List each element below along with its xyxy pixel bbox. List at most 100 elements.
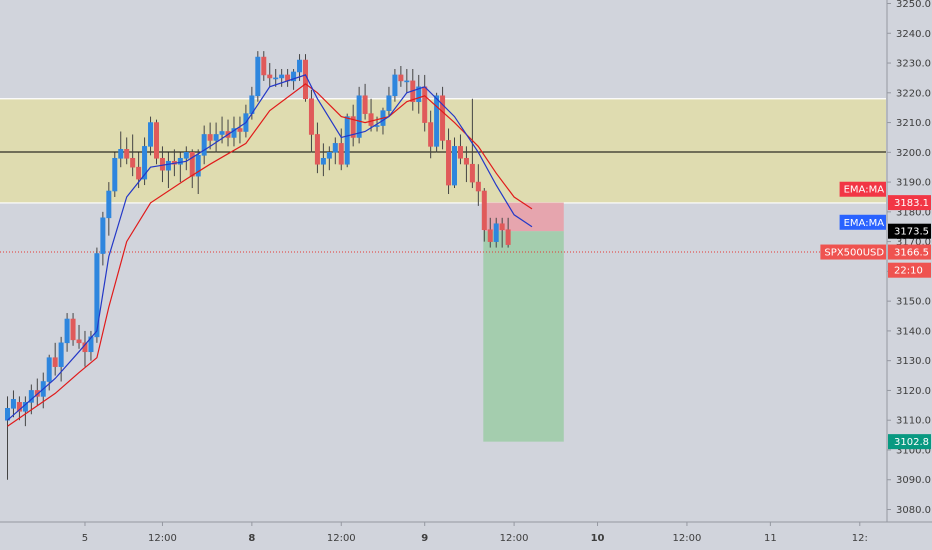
candle <box>392 68 398 102</box>
candle-body <box>362 95 368 114</box>
candle-body <box>493 223 499 242</box>
candle <box>338 128 344 171</box>
y-tick-label: 3150.0 <box>896 297 931 308</box>
candle <box>106 182 112 236</box>
axis-price-tag-label: 3166.5 <box>894 248 929 259</box>
candle <box>261 51 267 81</box>
candle <box>386 86 392 117</box>
y-tick-label: 3140.0 <box>896 326 931 337</box>
candle-body <box>302 59 308 100</box>
candle-body <box>338 143 344 165</box>
x-tick-label: 9 <box>421 533 428 544</box>
candle <box>159 146 165 183</box>
candle-body <box>100 217 106 254</box>
candle <box>267 63 273 87</box>
axis-price-tag-label: 22:10 <box>894 266 923 277</box>
candle <box>475 164 481 206</box>
x-tick-label: 12:00 <box>327 533 356 544</box>
candle-body <box>297 59 303 73</box>
axis-price-tag <box>888 223 931 239</box>
candle-body <box>64 318 70 344</box>
candle-body <box>112 157 118 192</box>
candle <box>350 104 356 147</box>
candle-body <box>255 56 261 97</box>
x-tick-label: 12: <box>852 533 868 544</box>
candle <box>320 143 326 177</box>
candle-body <box>142 146 148 180</box>
candle <box>499 217 505 248</box>
candle <box>130 134 136 177</box>
candle <box>493 217 499 248</box>
candle <box>416 74 422 114</box>
candle-body <box>94 253 100 338</box>
y-tick-label: 3100.0 <box>896 445 931 456</box>
candle-body <box>201 134 207 156</box>
candle <box>255 51 261 102</box>
candle <box>183 146 189 171</box>
candle-body <box>469 163 475 183</box>
x-tick-label: 12:00 <box>500 533 529 544</box>
y-tick-label: 3090.0 <box>896 475 931 486</box>
candle <box>5 396 11 480</box>
candle <box>76 324 82 349</box>
candle-body <box>475 181 481 192</box>
candle <box>201 125 207 165</box>
candle-body <box>332 143 338 153</box>
candle-body <box>308 98 314 135</box>
candle <box>308 89 314 153</box>
candle <box>58 336 64 382</box>
position-target-zone[interactable] <box>483 231 564 442</box>
candle-body <box>76 339 82 344</box>
candle-body <box>16 402 22 412</box>
series-name-tag-label: SPX500USD <box>824 248 884 259</box>
y-tick-label: 3220.0 <box>896 88 931 99</box>
candle <box>207 122 213 150</box>
candle <box>165 152 171 189</box>
x-tick-label: 11 <box>764 533 777 544</box>
candle-body <box>267 74 273 79</box>
candle-body <box>487 229 493 242</box>
candle-body <box>130 157 136 168</box>
y-tick-label: 3080.0 <box>896 505 931 516</box>
candle-body <box>320 157 326 165</box>
candle <box>10 390 16 418</box>
axis-price-tag <box>888 262 931 278</box>
candle-body <box>404 80 410 83</box>
candle-body <box>463 157 469 165</box>
x-tick-label: 8 <box>248 533 255 544</box>
series-name-tag-label: EMA:MA <box>844 185 885 196</box>
candle-body <box>148 122 154 147</box>
candle <box>88 330 94 361</box>
y-tick-label: 3170.0 <box>896 237 931 248</box>
axis-price-tag <box>888 244 931 260</box>
x-tick-label: 5 <box>82 533 88 544</box>
candle-body <box>422 86 428 123</box>
series-name-tag-label: EMA:MA <box>844 218 885 229</box>
y-tick-label: 3120.0 <box>896 386 931 397</box>
candle <box>231 116 237 147</box>
candle-body <box>457 146 463 159</box>
candle-body <box>505 229 511 245</box>
y-tick-label: 3250.0 <box>896 0 931 10</box>
candle-body <box>279 74 285 79</box>
candle <box>70 313 76 346</box>
candle <box>404 68 410 93</box>
candle <box>446 128 452 194</box>
candle <box>100 211 106 266</box>
candle-body <box>5 407 11 421</box>
candle-body <box>58 342 64 367</box>
y-tick-label: 3230.0 <box>896 59 931 70</box>
candle-body <box>213 134 219 141</box>
y-tick-label: 3200.0 <box>896 148 931 159</box>
ema-fast-line <box>7 74 533 421</box>
candle <box>440 86 446 150</box>
candle-body <box>428 122 434 147</box>
candle-body <box>314 134 320 165</box>
candle-body <box>189 152 195 177</box>
candle-body <box>88 336 94 353</box>
candle <box>213 122 219 153</box>
candle <box>368 98 374 132</box>
ema-slow-line <box>7 83 533 427</box>
